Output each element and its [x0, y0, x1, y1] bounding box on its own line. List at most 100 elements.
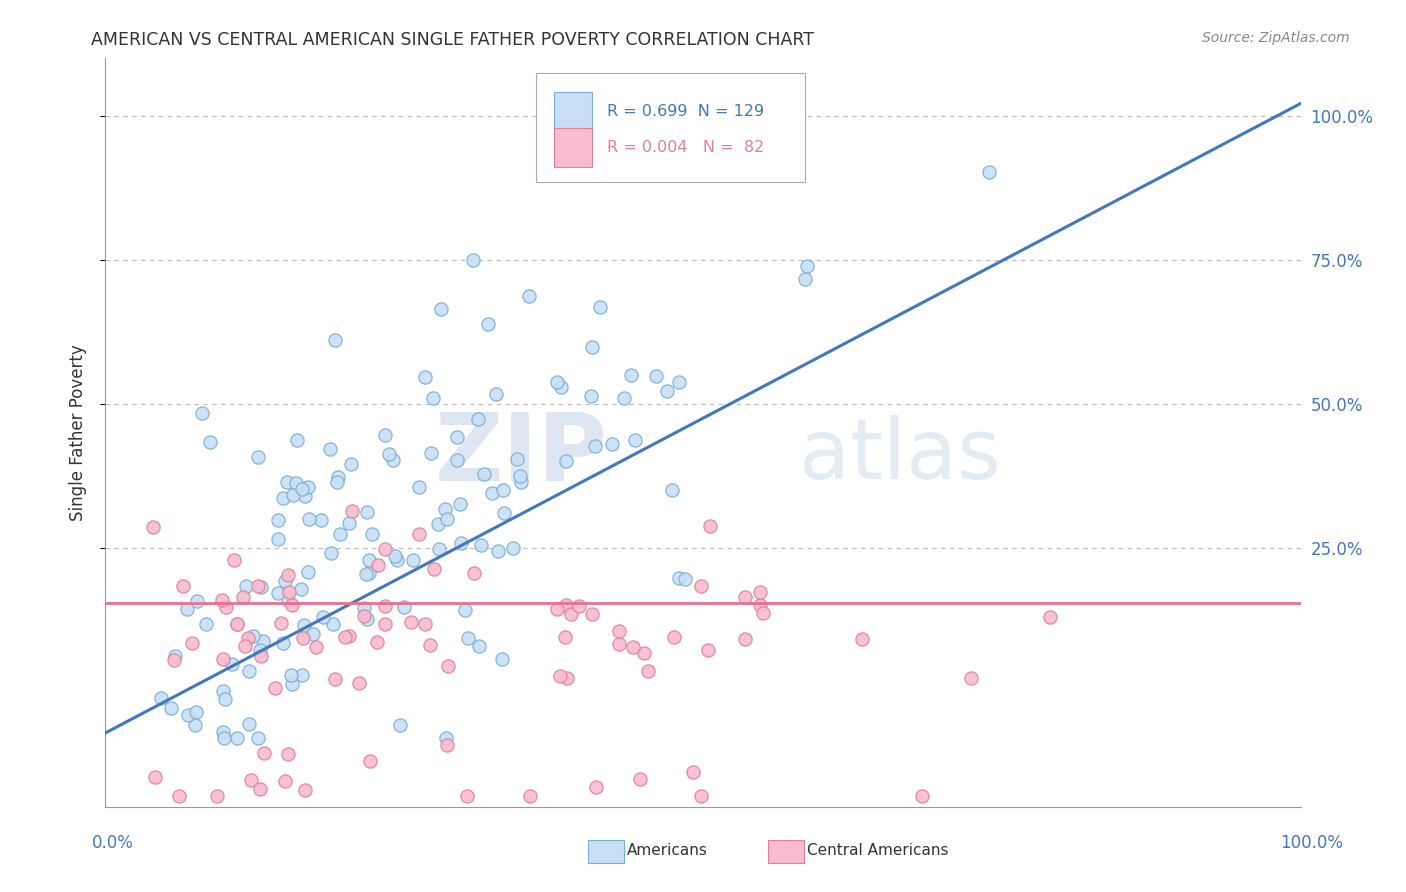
Text: R = 0.004   N =  82: R = 0.004 N = 82	[607, 140, 765, 155]
Point	[291, 482, 314, 496]
Point	[335, 630, 357, 644]
Point	[236, 631, 259, 645]
Point	[337, 629, 360, 643]
Point	[276, 475, 298, 489]
Point	[388, 718, 411, 732]
Point	[357, 553, 380, 567]
Point	[281, 677, 304, 691]
Point	[457, 632, 479, 646]
Point	[184, 718, 207, 732]
Point	[340, 457, 363, 471]
Point	[180, 636, 202, 650]
Point	[361, 527, 384, 541]
Point	[673, 572, 696, 586]
Point	[246, 731, 269, 745]
Point	[194, 616, 217, 631]
Point	[232, 590, 254, 604]
Point	[374, 599, 396, 614]
Point	[657, 384, 679, 398]
Text: Source: ZipAtlas.com: Source: ZipAtlas.com	[1202, 31, 1350, 45]
Point	[145, 770, 167, 784]
Point	[689, 579, 711, 593]
Point	[280, 667, 302, 681]
Point	[353, 608, 375, 623]
Point	[356, 505, 378, 519]
Point	[456, 789, 478, 803]
Point	[309, 513, 332, 527]
Point	[186, 705, 208, 719]
Point	[548, 669, 571, 683]
Point	[238, 664, 260, 678]
Point	[277, 568, 299, 582]
Point	[246, 450, 269, 465]
Point	[602, 436, 624, 450]
Point	[190, 406, 212, 420]
Point	[661, 483, 683, 497]
FancyBboxPatch shape	[554, 92, 592, 130]
Point	[546, 602, 568, 616]
Point	[249, 782, 271, 797]
Point	[267, 513, 290, 527]
Point	[284, 475, 307, 490]
Text: AMERICAN VS CENTRAL AMERICAN SINGLE FATHER POVERTY CORRELATION CHART: AMERICAN VS CENTRAL AMERICAN SINGLE FATH…	[91, 31, 814, 49]
Point	[177, 707, 200, 722]
Point	[486, 543, 509, 558]
Point	[422, 392, 444, 406]
Point	[329, 527, 352, 541]
Point	[628, 772, 651, 787]
Point	[644, 368, 666, 383]
Point	[633, 646, 655, 660]
Point	[485, 387, 508, 401]
Point	[796, 259, 818, 273]
FancyBboxPatch shape	[554, 128, 592, 167]
Point	[427, 541, 450, 556]
Point	[252, 633, 274, 648]
Point	[267, 533, 290, 547]
Point	[215, 599, 238, 614]
Point	[453, 603, 475, 617]
Point	[851, 632, 873, 646]
Point	[281, 598, 304, 612]
Point	[249, 580, 271, 594]
Point	[235, 579, 257, 593]
Point	[226, 731, 249, 745]
Point	[226, 617, 249, 632]
Point	[212, 731, 235, 745]
Point	[225, 617, 247, 632]
Point	[586, 143, 609, 157]
Point	[374, 427, 396, 442]
Point	[387, 553, 409, 567]
Point	[581, 389, 603, 403]
Point	[434, 501, 457, 516]
Point	[222, 553, 245, 567]
Point	[322, 616, 344, 631]
Point	[176, 602, 198, 616]
Point	[277, 747, 299, 762]
Point	[294, 489, 316, 503]
Point	[450, 535, 472, 549]
Point	[212, 683, 235, 698]
Point	[581, 340, 603, 354]
Point	[519, 789, 541, 803]
Point	[477, 317, 499, 331]
Point	[423, 562, 446, 576]
Point	[337, 516, 360, 531]
Point	[347, 676, 370, 690]
Point	[402, 553, 425, 567]
Point	[291, 631, 314, 645]
Text: Americans: Americans	[627, 844, 709, 858]
Point	[437, 659, 460, 673]
Point	[509, 468, 531, 483]
Text: Central Americans: Central Americans	[807, 844, 949, 858]
Point	[392, 599, 415, 614]
FancyBboxPatch shape	[536, 73, 804, 182]
Point	[492, 483, 515, 497]
Point	[568, 599, 591, 614]
Point	[413, 616, 436, 631]
Point	[554, 454, 576, 468]
Point	[399, 615, 422, 630]
Point	[277, 584, 299, 599]
Point	[696, 643, 718, 657]
Point	[589, 301, 612, 315]
Point	[682, 765, 704, 780]
